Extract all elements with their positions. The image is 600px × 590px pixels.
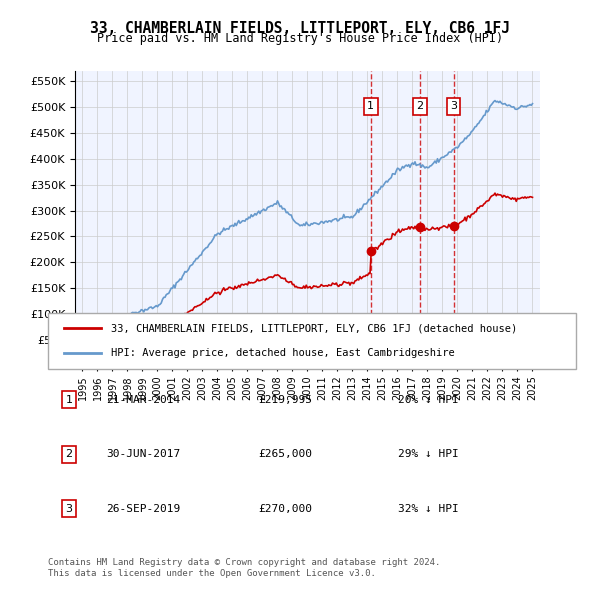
Text: Price paid vs. HM Land Registry's House Price Index (HPI): Price paid vs. HM Land Registry's House …: [97, 32, 503, 45]
Text: Contains HM Land Registry data © Crown copyright and database right 2024.: Contains HM Land Registry data © Crown c…: [48, 558, 440, 566]
Text: 20% ↓ HPI: 20% ↓ HPI: [398, 395, 458, 405]
Text: 26-SEP-2019: 26-SEP-2019: [106, 504, 180, 514]
Text: 1: 1: [65, 395, 73, 405]
Text: 33, CHAMBERLAIN FIELDS, LITTLEPORT, ELY, CB6 1FJ (detached house): 33, CHAMBERLAIN FIELDS, LITTLEPORT, ELY,…: [112, 323, 518, 333]
Text: 32% ↓ HPI: 32% ↓ HPI: [398, 504, 458, 514]
Text: 33, CHAMBERLAIN FIELDS, LITTLEPORT, ELY, CB6 1FJ: 33, CHAMBERLAIN FIELDS, LITTLEPORT, ELY,…: [90, 21, 510, 35]
Text: £265,000: £265,000: [259, 450, 313, 459]
Text: £219,995: £219,995: [259, 395, 313, 405]
Text: 3: 3: [65, 504, 73, 514]
Text: This data is licensed under the Open Government Licence v3.0.: This data is licensed under the Open Gov…: [48, 569, 376, 578]
Text: 3: 3: [450, 101, 457, 111]
Text: 2: 2: [416, 101, 424, 111]
Text: 1: 1: [367, 101, 374, 111]
Text: 21-MAR-2014: 21-MAR-2014: [106, 395, 180, 405]
Text: 2: 2: [65, 450, 73, 459]
Text: HPI: Average price, detached house, East Cambridgeshire: HPI: Average price, detached house, East…: [112, 348, 455, 358]
Text: 29% ↓ HPI: 29% ↓ HPI: [398, 450, 458, 459]
FancyBboxPatch shape: [48, 313, 576, 369]
Text: £270,000: £270,000: [259, 504, 313, 514]
Text: 30-JUN-2017: 30-JUN-2017: [106, 450, 180, 459]
